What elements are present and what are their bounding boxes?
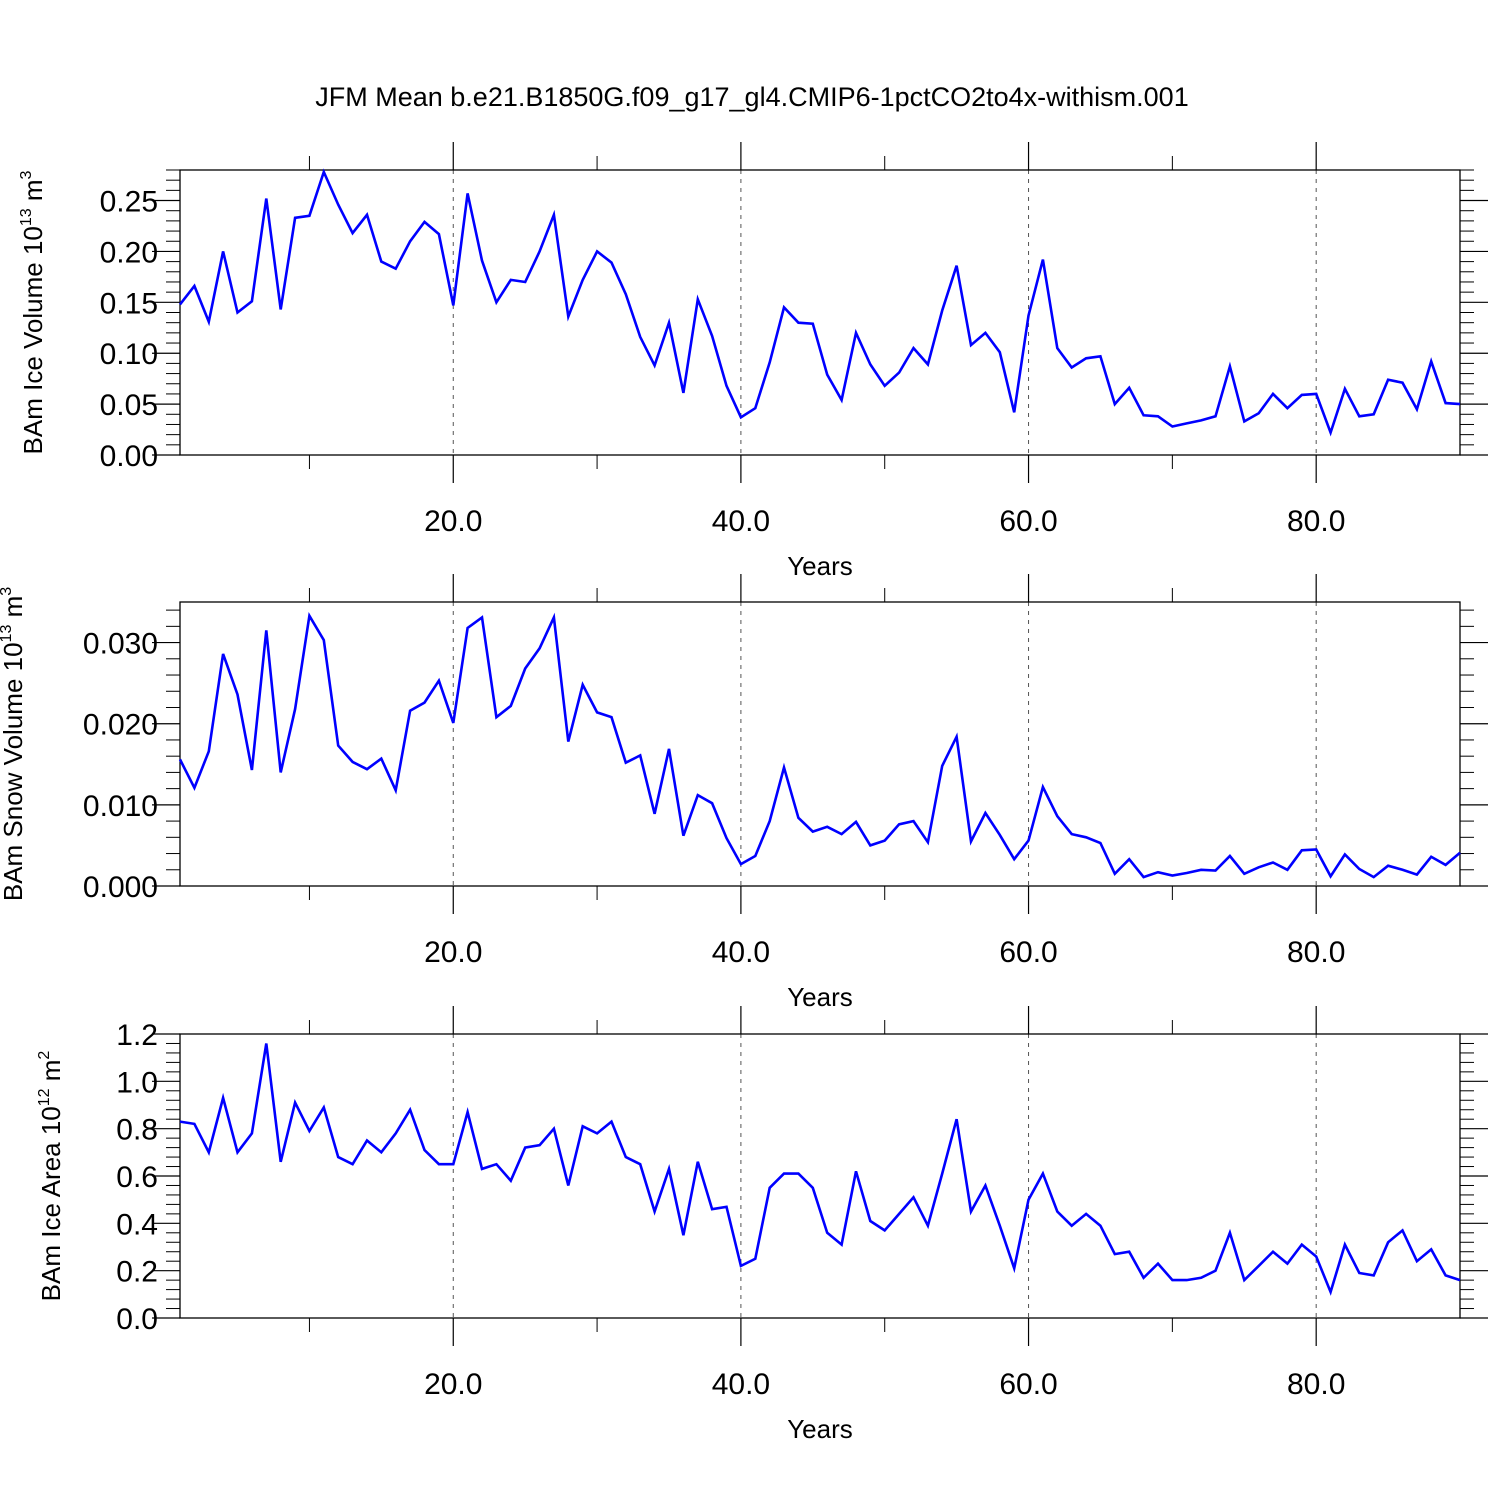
y-axis-label-superscript: 3 [18,170,35,179]
x-tick-label: 60.0 [999,936,1057,969]
y-tick-label: 0.25 [100,186,158,219]
y-tick-label: 0.6 [116,1161,158,1194]
x-tick-label: 40.0 [712,505,770,538]
y-tick-label: 0.10 [100,338,158,371]
chart-title: JFM Mean b.e21.B1850G.f09_g17_gl4.CMIP6-… [315,82,1188,112]
x-tick-label: 20.0 [424,1368,482,1401]
x-axis-label: Years [787,982,853,1012]
x-tick-label: 20.0 [424,505,482,538]
panel-3: 20.0 40.0 60.0 80.0 0.0 0.2 0.4 0.6 0.8 1.0 1.2 Yea… [36,1006,1488,1444]
y-tick-label: 0.020 [83,709,158,742]
series-line [178,168,1461,437]
y-axis-label-superscript: 3 [0,587,15,596]
plot-frame [179,169,1461,456]
x-axis-label: Years [787,1414,853,1444]
y-tick-label: 0.000 [83,871,158,904]
y-tick-label: 0.15 [100,287,158,320]
series-line [178,612,1461,879]
panel-2: 20.0 40.0 60.0 80.0 0.000 0.010 0.020 0.030 Year… [0,574,1488,1012]
x-tick-label: 20.0 [424,936,482,969]
y-axis-label-part: m [36,1060,66,1089]
y-axis-label-superscript: 12 [36,1088,53,1106]
y-tick-label: 0.010 [83,790,158,823]
x-tick-label: 80.0 [1287,936,1345,969]
y-tick-label: 0.2 [116,1256,158,1289]
x-tick-label: 40.0 [712,936,770,969]
y-axis-label-superscript: 13 [18,208,35,226]
panel-1: 20.0 40.0 60.0 80.0 0.00 0.05 0.10 0.15 0.20 0.25… [18,142,1488,581]
y-tick-label: 0.030 [83,628,158,661]
y-axis-label-part: m [18,179,48,208]
y-tick-label: 0.00 [100,440,158,473]
y-axis-label: BAm Snow Volume 1013 m3 [0,587,28,901]
y-axis-label-part: BAm Snow Volume 10 [0,642,28,901]
y-tick-label: 1.2 [116,1019,158,1052]
x-axis-label: Years [787,551,853,581]
x-tick-label: 80.0 [1287,1368,1345,1401]
y-axis-label-superscript: 13 [0,625,15,643]
x-tick-label: 60.0 [999,1368,1057,1401]
y-tick-label: 0.8 [116,1114,158,1147]
y-tick-label: 1.0 [116,1066,158,1099]
y-axis-label: BAm Ice Volume 1013 m3 [18,170,48,454]
plot-frame [179,601,1461,887]
y-tick-label: 0.05 [100,389,158,422]
plot-frame [179,1033,1461,1319]
x-tick-label: 60.0 [999,505,1057,538]
y-axis-label-part: BAm Ice Volume 10 [18,226,48,454]
y-tick-label: 0.20 [100,236,158,269]
y-axis-label-superscript: 2 [36,1051,53,1060]
y-tick-label: 0.0 [116,1303,158,1336]
y-axis-label-part: m [0,596,28,625]
x-tick-label: 80.0 [1287,505,1345,538]
x-tick-label: 40.0 [712,1368,770,1401]
series-line [179,1043,1461,1296]
y-tick-label: 0.4 [116,1208,158,1241]
y-axis-label-part: BAm Ice Area 10 [36,1106,66,1301]
y-axis-label: BAm Ice Area 1012 m2 [36,1051,66,1302]
